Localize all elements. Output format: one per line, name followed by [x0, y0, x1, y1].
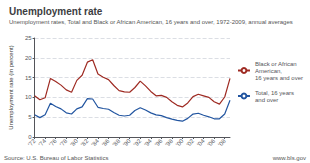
svg-text:'76: '76 — [48, 137, 58, 147]
svg-text:American,: American, — [255, 68, 282, 74]
svg-text:'00: '00 — [175, 137, 185, 147]
svg-text:and over: and over — [255, 97, 278, 103]
svg-text:15: 15 — [25, 75, 32, 81]
svg-text:'88: '88 — [111, 137, 121, 147]
svg-text:'90: '90 — [122, 137, 132, 147]
svg-text:Unemployment rate: Unemployment rate — [9, 6, 103, 17]
svg-text:'08: '08 — [217, 137, 227, 147]
svg-text:'72: '72 — [27, 137, 37, 147]
svg-text:'82: '82 — [80, 137, 90, 147]
svg-text:Total, 16 years: Total, 16 years — [255, 90, 294, 96]
svg-text:www.bls.gov: www.bls.gov — [272, 155, 306, 161]
svg-text:5: 5 — [28, 114, 32, 120]
svg-text:'98: '98 — [164, 137, 174, 147]
svg-text:25: 25 — [25, 35, 32, 41]
svg-text:0: 0 — [28, 134, 32, 140]
svg-text:'06: '06 — [207, 137, 217, 147]
svg-text:'02: '02 — [185, 137, 195, 147]
svg-text:Source: U.S. Bureau of Labor S: Source: U.S. Bureau of Labor Statistics — [4, 155, 108, 161]
svg-text:'78: '78 — [59, 137, 69, 147]
svg-text:10: 10 — [25, 94, 32, 100]
svg-text:'92: '92 — [133, 137, 143, 147]
svg-text:Black or African: Black or African — [255, 61, 297, 67]
svg-text:Unemployment rate (in percent): Unemployment rate (in percent) — [8, 45, 14, 129]
svg-text:'84: '84 — [90, 137, 100, 147]
svg-text:Unemployment rates, Total and: Unemployment rates, Total and Black or A… — [9, 19, 293, 25]
svg-text:'80: '80 — [69, 137, 79, 147]
svg-text:'04: '04 — [196, 137, 206, 147]
svg-text:16 years and over: 16 years and over — [255, 75, 303, 81]
svg-text:'96: '96 — [154, 137, 164, 147]
svg-text:20: 20 — [25, 55, 32, 61]
svg-text:'86: '86 — [101, 137, 111, 147]
svg-text:'94: '94 — [143, 137, 153, 147]
svg-text:'74: '74 — [37, 137, 47, 147]
